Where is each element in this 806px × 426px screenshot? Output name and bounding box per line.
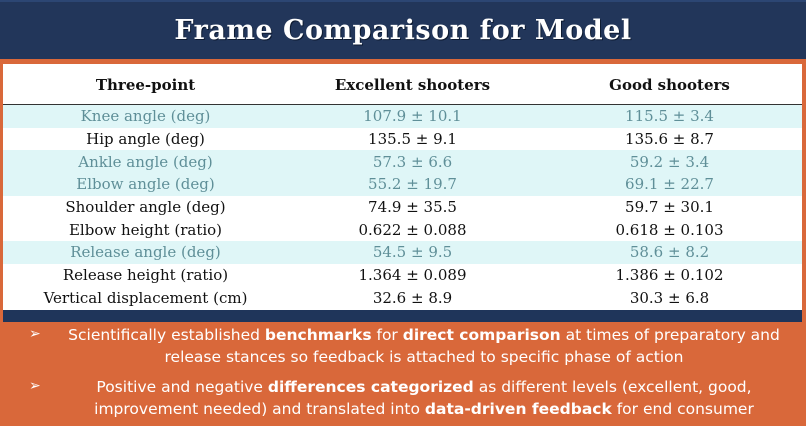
excellent-value: 74.9 ± 35.5 — [368, 198, 457, 217]
row-label: Shoulder angle (deg) — [65, 198, 226, 217]
bullet-list: ➢ Scientifically established benchmarks … — [0, 322, 806, 426]
table-row: Vertical displacement (cm) 32.6 ± 8.9 30.3… — [3, 287, 802, 310]
table-row: Release height (ratio) 1.364 ± 0.089 1.386… — [3, 264, 802, 287]
table-bottom-band — [3, 310, 802, 322]
bullet-segment: at times of preparatory and release stan… — [164, 326, 780, 366]
good-value: 1.386 ± 0.102 — [615, 266, 724, 285]
table-header-row: Three-point Excellent shooters Good shoo… — [3, 64, 802, 105]
table-row: Shoulder angle (deg) 74.9 ± 35.5 59.7 ± 30… — [3, 196, 802, 219]
excellent-value: 0.622 ± 0.088 — [358, 220, 467, 239]
bullet-emphasis: differences categorized — [267, 378, 474, 396]
arrow-bullet-icon: ➢ — [29, 378, 41, 394]
good-value: 135.6 ± 8.7 — [625, 130, 714, 149]
good-value: 58.6 ± 8.2 — [537, 241, 802, 264]
bullet-segment: for — [371, 326, 403, 344]
comparison-table-panel: Three-point Excellent shooters Good shoo… — [3, 64, 802, 310]
good-value: 69.1 ± 22.7 — [537, 173, 802, 196]
row-label: Hip angle (deg) — [86, 130, 205, 149]
bullet-emphasis: direct comparison — [402, 326, 561, 344]
header-good-shooters: Good shooters — [537, 64, 802, 105]
excellent-value: 57.3 ± 6.6 — [288, 150, 537, 174]
bullet-segment: for end consumer — [611, 400, 754, 418]
bullet-segment: Scientifically established — [68, 326, 265, 344]
table-row: Release angle (deg) 54.5 ± 9.5 58.6 ± 8.2 — [3, 241, 802, 264]
good-value: 59.2 ± 3.4 — [537, 150, 802, 174]
header-three-point: Three-point — [3, 64, 288, 105]
row-label: Vertical displacement (cm) — [43, 288, 248, 307]
good-value: 0.618 ± 0.103 — [615, 220, 724, 239]
bullet-segment: Positive and negative — [96, 378, 268, 396]
excellent-value: 135.5 ± 9.1 — [368, 130, 457, 149]
bullet-segment: as different levels (excellent, good, im… — [94, 378, 752, 418]
excellent-value: 1.364 ± 0.089 — [358, 266, 467, 285]
bullet-text: Scientifically established benchmarks fo… — [50, 324, 798, 368]
good-value: 115.5 ± 3.4 — [537, 104, 802, 128]
table-row: Ankle angle (deg) 57.3 ± 6.6 59.2 ± 3.4 — [3, 150, 802, 174]
bullet-text: Positive and negative differences catego… — [50, 376, 798, 420]
title-bar: Frame Comparison for Model — [0, 0, 806, 62]
good-value: 30.3 ± 6.8 — [629, 288, 710, 307]
row-label: Knee angle (deg) — [3, 104, 288, 128]
excellent-value: 32.6 ± 8.9 — [372, 288, 453, 307]
comparison-table: Three-point Excellent shooters Good shoo… — [3, 64, 802, 309]
table-row: Hip angle (deg) 135.5 ± 9.1 135.6 ± 8.7 — [3, 128, 802, 151]
bullet-emphasis: benchmarks — [264, 326, 372, 344]
good-value: 59.7 ± 30.1 — [625, 198, 714, 217]
arrow-bullet-icon: ➢ — [29, 326, 41, 342]
row-label: Release angle (deg) — [3, 241, 288, 264]
row-label: Ankle angle (deg) — [3, 150, 288, 174]
slide-title: Frame Comparison for Model — [174, 15, 632, 46]
header-excellent-shooters: Excellent shooters — [288, 64, 537, 105]
table-row: Knee angle (deg) 107.9 ± 10.1 115.5 ± 3.4 — [3, 104, 802, 128]
row-label: Release height (ratio) — [62, 266, 229, 285]
excellent-value: 107.9 ± 10.1 — [288, 104, 537, 128]
excellent-value: 55.2 ± 19.7 — [288, 173, 537, 196]
row-label: Elbow height (ratio) — [68, 220, 223, 239]
excellent-value: 54.5 ± 9.5 — [288, 241, 537, 264]
table-row: Elbow angle (deg) 55.2 ± 19.7 69.1 ± 22.7 — [3, 173, 802, 196]
table-row: Elbow height (ratio) 0.622 ± 0.088 0.618 ±… — [3, 218, 802, 241]
bullet-emphasis: data-driven feedback — [424, 400, 612, 418]
row-label: Elbow angle (deg) — [3, 173, 288, 196]
